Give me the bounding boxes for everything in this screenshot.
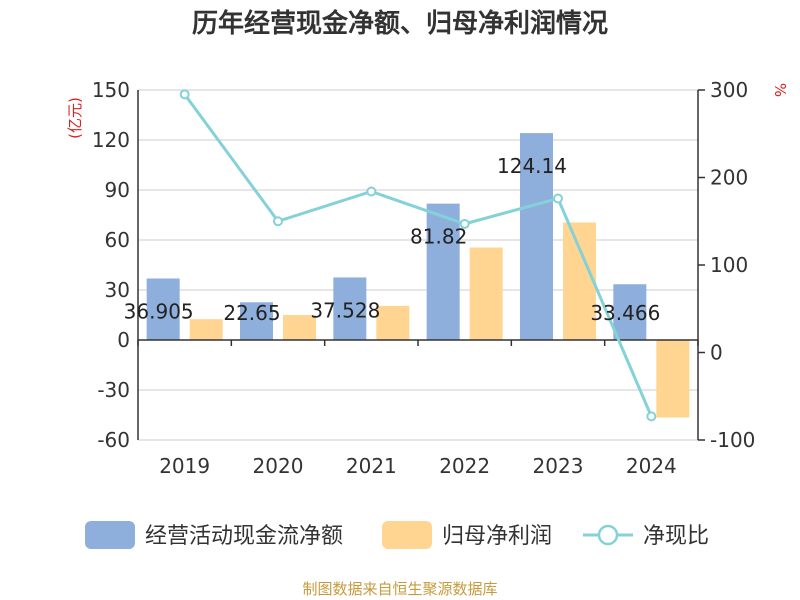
x-tick-label: 2019 [159,454,210,478]
legend-swatch-cash-flow [85,521,135,549]
left-tick-label: 0 [117,328,130,352]
data-label-cash-flow: 124.14 [497,154,567,178]
ratio-line [179,89,657,422]
legend-label-cash-flow: 经营活动现金流净额 [145,524,343,549]
right-tick-label: 0 [710,341,723,365]
bar-net-profit [376,305,410,340]
left-tick-label: -30 [97,378,130,402]
ratio-point [366,186,377,197]
ratio-point [273,216,283,227]
bar-cash-flow [146,278,180,340]
legend: 经营活动现金流净额 归母净利润 净现比 [85,521,709,549]
chart-title: 历年经营现金净额、归母净利润情况 [192,8,608,39]
legend-label-ratio: 净现比 [643,524,709,549]
x-axis-ticks: 2019 2020 2021 2022 2023 2024 [159,454,677,478]
x-tick-label: 2024 [626,454,677,478]
left-tick-label: 150 [92,78,130,102]
bar-cash-flow [333,277,367,340]
ratio-point [553,193,563,204]
bar-net-profit [189,319,223,340]
bar-net-profit [283,315,316,340]
bar-cash-flow [613,284,647,340]
left-axis-ticks: 150 120 90 60 30 0 -30 -60 [92,78,130,452]
data-label-cash-flow: 36.905 [124,299,194,323]
left-tick-label: 120 [92,128,130,152]
data-label-cash-flow: 37.528 [310,298,380,322]
bar-net-profit [563,222,596,340]
right-tick-label: 300 [710,78,748,102]
bar-net-profit [656,340,690,418]
right-axis-ticks: 300 200 100 0 -100 [698,78,755,452]
data-label-cash-flow: 33.466 [590,301,660,325]
axes [137,90,699,440]
x-tick-label: 2022 [439,454,490,478]
x-tick-label: 2023 [533,454,584,478]
left-tick-label: -60 [97,428,130,452]
data-label-cash-flow: 81.82 [410,225,467,249]
legend-label-net-profit: 归母净利润 [442,524,552,549]
x-tick-label: 2021 [346,454,397,478]
ratio-point [179,89,190,100]
data-labels: 36.905 22.65 37.528 81.82 124.14 33.466 [124,154,661,325]
right-tick-label: 200 [710,166,748,190]
legend-marker-ratio [597,524,619,546]
legend-swatch-net-profit [382,521,432,549]
data-label-cash-flow: 22.65 [223,301,280,325]
source-note: 制图数据来自恒生聚源数据库 [302,580,497,598]
ratio-line-path [183,93,653,417]
left-tick-label: 30 [105,278,130,302]
bars [146,133,690,418]
bar-net-profit [469,247,503,340]
left-tick-label: 90 [105,178,130,202]
bar-cash-flow [520,133,553,340]
ratio-point [459,218,470,229]
ratio-point [646,411,657,422]
bar-cash-flow [240,302,273,340]
right-tick-label: 100 [710,253,748,277]
right-tick-label: -100 [710,428,755,452]
left-tick-label: 60 [105,228,130,252]
right-axis-unit: % [771,83,789,97]
bar-cash-flow [426,203,460,340]
gridlines [138,89,698,441]
x-tick-label: 2020 [253,454,304,478]
left-axis-unit: (亿元) [66,97,84,139]
